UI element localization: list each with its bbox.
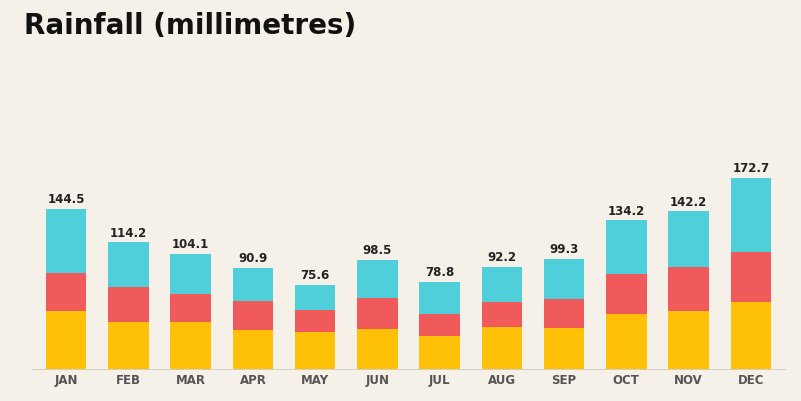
Bar: [668, 311, 709, 369]
Bar: [295, 285, 336, 310]
Text: 99.3: 99.3: [549, 243, 578, 256]
Bar: [420, 314, 460, 336]
Text: 134.2: 134.2: [608, 205, 645, 217]
Bar: [233, 302, 273, 330]
Bar: [46, 209, 87, 273]
Text: 172.7: 172.7: [732, 162, 769, 175]
Text: 92.2: 92.2: [487, 251, 517, 264]
Bar: [544, 259, 584, 299]
Bar: [233, 268, 273, 302]
Text: 98.5: 98.5: [363, 244, 392, 257]
Bar: [606, 273, 646, 314]
Bar: [108, 287, 149, 322]
Bar: [46, 311, 87, 369]
Text: 78.8: 78.8: [425, 266, 454, 279]
Bar: [420, 336, 460, 369]
Text: 142.2: 142.2: [670, 196, 707, 209]
Bar: [357, 260, 397, 298]
Bar: [544, 328, 584, 369]
Bar: [357, 298, 397, 329]
Bar: [171, 253, 211, 294]
Bar: [295, 310, 336, 332]
Bar: [606, 314, 646, 369]
Bar: [108, 243, 149, 287]
Text: 114.2: 114.2: [110, 227, 147, 240]
Bar: [481, 267, 522, 302]
Text: 90.9: 90.9: [239, 253, 268, 265]
Text: 75.6: 75.6: [300, 269, 330, 282]
Bar: [108, 322, 149, 369]
Text: 104.1: 104.1: [172, 238, 209, 251]
Bar: [668, 267, 709, 311]
Bar: [420, 282, 460, 314]
Bar: [731, 251, 771, 302]
Bar: [544, 299, 584, 328]
Bar: [357, 329, 397, 369]
Bar: [731, 178, 771, 251]
Bar: [731, 302, 771, 369]
Bar: [481, 302, 522, 327]
Bar: [46, 273, 87, 311]
Bar: [233, 330, 273, 369]
Bar: [295, 332, 336, 369]
Bar: [606, 220, 646, 273]
Text: 144.5: 144.5: [47, 193, 85, 206]
Bar: [171, 294, 211, 322]
Bar: [171, 322, 211, 369]
Bar: [668, 211, 709, 267]
Bar: [481, 327, 522, 369]
Text: Rainfall (millimetres): Rainfall (millimetres): [24, 12, 356, 40]
